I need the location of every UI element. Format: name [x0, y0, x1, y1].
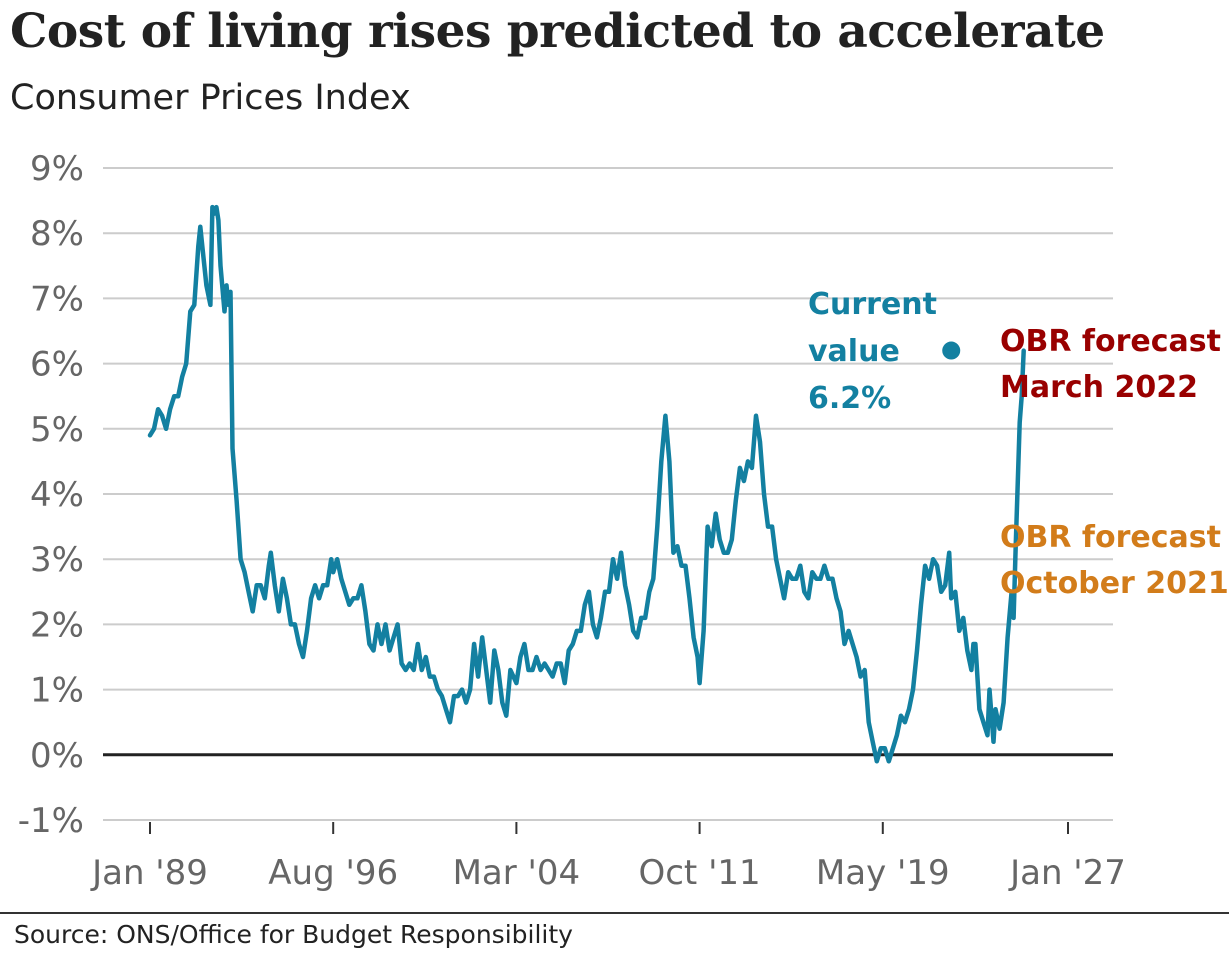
- x-tick-label: Aug '96: [268, 853, 398, 893]
- series-lines: [147, 204, 1026, 764]
- footer-divider: [0, 912, 1229, 914]
- y-tick-label: 4%: [30, 475, 84, 515]
- gridlines: [103, 167, 1113, 821]
- current-value-label: Current: [808, 287, 937, 322]
- y-tick-label: 5%: [30, 410, 84, 450]
- y-tick-label: 8%: [30, 214, 84, 254]
- chart-title: Cost of living rises predicted to accele…: [10, 4, 1105, 59]
- y-tick-label: 3%: [30, 540, 84, 580]
- y-axis-ticks: -1% 0% 1% 2% 3% 4% 5% 6% 7% 8% 9%: [18, 149, 84, 841]
- y-tick-label: 2%: [30, 605, 84, 645]
- y-tick-label: 9%: [30, 149, 84, 189]
- current-value-marker: [942, 341, 961, 360]
- cpi-line: [147, 204, 1026, 764]
- x-axis-ticks: Jan '89 Aug '96 Mar '04 Oct '11 May '19 Jan '…: [90, 822, 1126, 893]
- chart-subtitle: Consumer Prices Index: [10, 78, 411, 118]
- y-tick-label: 0%: [30, 736, 84, 776]
- y-tick-label: 6%: [30, 345, 84, 385]
- x-tick-label: Jan '27: [1008, 853, 1126, 893]
- current-value-label: 6.2%: [808, 381, 891, 416]
- source-note: Source: ONS/Office for Budget Responsibi…: [14, 920, 573, 949]
- y-tick-label: -1%: [18, 801, 84, 841]
- current-value-label: value: [808, 334, 900, 369]
- october2021-forecast-label: OBR forecast: [1000, 520, 1221, 555]
- y-tick-label: 7%: [30, 279, 84, 319]
- annotations: Current value 6.2% OBR forecast March 2022 OB…: [808, 287, 1229, 601]
- x-tick-label: May '19: [816, 853, 950, 893]
- cpi-line-chart: -1% 0% 1% 2% 3% 4% 5% 6% 7% 8% 9% Jan '89 Aug '96 Ma…: [18, 149, 1229, 893]
- x-tick-label: Jan '89: [90, 853, 208, 893]
- october2021-forecast-label: October 2021: [1000, 566, 1229, 601]
- march2022-forecast-label: OBR forecast: [1000, 324, 1221, 359]
- y-tick-label: 1%: [30, 671, 84, 711]
- march2022-forecast-label: March 2022: [1000, 370, 1198, 405]
- x-tick-label: Mar '04: [453, 853, 581, 893]
- x-tick-label: Oct '11: [638, 853, 760, 893]
